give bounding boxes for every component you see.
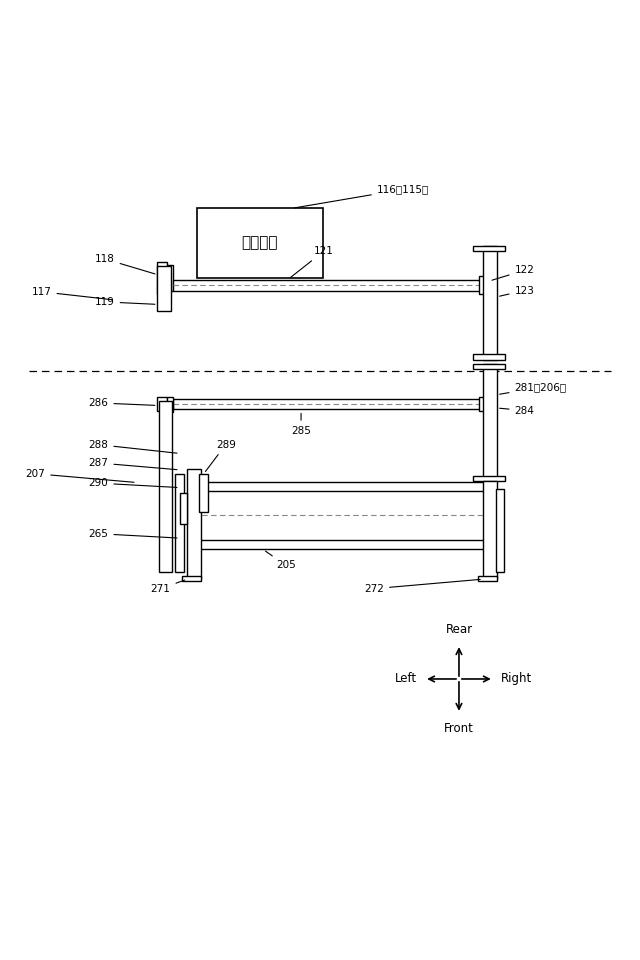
Text: 207: 207: [26, 468, 134, 482]
Bar: [483, 247, 497, 360]
Bar: [157, 267, 171, 311]
Bar: [483, 365, 497, 481]
Bar: [200, 540, 493, 549]
Text: 286: 286: [88, 398, 155, 408]
Text: 118: 118: [95, 253, 155, 274]
Bar: [474, 246, 505, 252]
Text: 284: 284: [500, 405, 534, 416]
Bar: [157, 396, 166, 411]
Text: Right: Right: [501, 672, 532, 685]
Bar: [474, 475, 505, 481]
Bar: [197, 208, 323, 277]
Bar: [188, 468, 201, 579]
Bar: [198, 473, 208, 512]
Bar: [495, 490, 504, 571]
Bar: [159, 401, 172, 571]
Text: Front: Front: [444, 722, 474, 735]
Text: 281（206）: 281（206）: [500, 382, 566, 395]
Bar: [479, 276, 490, 294]
Bar: [474, 354, 505, 360]
Text: 271: 271: [150, 580, 185, 593]
Bar: [175, 473, 184, 571]
Bar: [166, 265, 173, 291]
Text: モーター: モーター: [242, 235, 278, 251]
Text: 119: 119: [95, 297, 155, 307]
Bar: [200, 482, 493, 491]
Text: 290: 290: [89, 478, 177, 488]
Bar: [157, 262, 166, 294]
Text: 287: 287: [88, 458, 177, 469]
Text: 272: 272: [364, 580, 480, 593]
Bar: [182, 576, 201, 581]
Text: 121: 121: [291, 247, 333, 277]
Text: 265: 265: [88, 529, 177, 539]
Text: 122: 122: [492, 265, 534, 280]
Bar: [483, 481, 497, 579]
Bar: [173, 280, 481, 291]
Text: 289: 289: [205, 440, 236, 471]
Text: Left: Left: [394, 672, 417, 685]
Bar: [166, 396, 173, 412]
Bar: [474, 364, 505, 370]
Bar: [173, 399, 481, 409]
Bar: [478, 576, 497, 581]
Text: 116（115）: 116（115）: [294, 184, 429, 208]
Bar: [180, 492, 188, 524]
Text: Rear: Rear: [445, 623, 472, 636]
Bar: [479, 396, 490, 411]
Text: 123: 123: [500, 285, 534, 297]
Text: 285: 285: [291, 414, 311, 436]
Text: 205: 205: [266, 551, 296, 570]
Text: 117: 117: [31, 287, 112, 300]
Text: 288: 288: [88, 440, 177, 453]
